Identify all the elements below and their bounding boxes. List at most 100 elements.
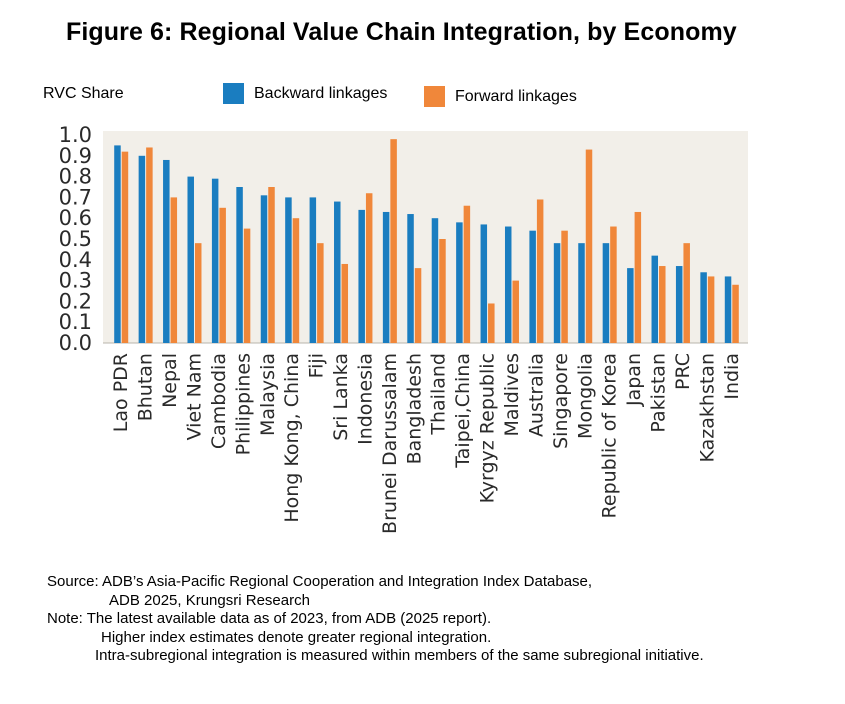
- bar-chart: 0.00.10.20.30.40.50.60.70.80.91.0 Lao PDR…: [59, 123, 748, 534]
- bar-backward-1: [138, 155, 146, 343]
- y-tick-label: 0.7: [59, 185, 92, 209]
- x-tick-label: Indonesia: [354, 353, 376, 445]
- x-tick-label: Singapore: [550, 353, 572, 449]
- legend-label-forward: Forward linkages: [455, 87, 577, 105]
- bar-forward-6: [268, 187, 275, 343]
- bar-backward-3: [187, 176, 194, 343]
- legend-swatch-forward: [424, 86, 445, 107]
- bar-backward-4: [211, 178, 219, 343]
- bar-forward-13: [439, 239, 446, 343]
- page-title: Figure 6: Regional Value Chain Integrati…: [66, 18, 737, 46]
- bar-backward-12: [407, 214, 414, 343]
- bar-backward-11: [382, 211, 390, 343]
- bar-forward-4: [219, 207, 226, 343]
- bar-backward-16: [504, 226, 512, 343]
- x-tick-label: Bangladesh: [403, 353, 425, 464]
- x-tick-label: Kyrgyz Republic: [477, 353, 499, 503]
- bar-forward-14: [463, 205, 471, 343]
- bar-forward-15: [488, 303, 495, 343]
- bar-backward-7: [285, 197, 292, 343]
- legend-label-backward: Backward linkages: [254, 84, 388, 102]
- x-tick-label: Philippines: [232, 353, 254, 455]
- bar-forward-7: [292, 218, 300, 343]
- legend-swatch-backward: [223, 83, 244, 104]
- bar-forward-16: [512, 280, 519, 343]
- y-tick-label: 0.8: [59, 165, 92, 189]
- bar-backward-18: [553, 243, 561, 343]
- note-line-2: Higher index estimates denote greater re…: [101, 628, 492, 646]
- bar-backward-22: [651, 255, 659, 343]
- bar-forward-21: [634, 211, 642, 343]
- note-line-3: Intra-subregional integration is measure…: [95, 647, 704, 664]
- x-tick-label: Hong Kong, China: [281, 353, 303, 523]
- note-line-1: Note: The latest available data as of 20…: [47, 610, 492, 627]
- bar-forward-8: [317, 243, 324, 343]
- y-axis-label: RVC Share: [43, 85, 124, 102]
- bar-backward-6: [260, 195, 268, 343]
- x-tick-label: Kazakhstan: [696, 353, 718, 462]
- x-tick-label: Brunei Darussalam: [379, 353, 401, 534]
- x-tick-label: Australia: [525, 353, 547, 437]
- bar-backward-14: [456, 222, 463, 343]
- x-tick-label: Cambodia: [208, 353, 230, 449]
- bar-backward-24: [700, 272, 707, 343]
- bar-forward-3: [194, 243, 202, 343]
- x-tick-label: Maldives: [501, 353, 523, 437]
- x-tick-label: Malaysia: [257, 353, 279, 436]
- x-tick-label: Thailand: [428, 353, 450, 436]
- bar-backward-9: [334, 201, 341, 343]
- bar-forward-11: [390, 139, 397, 343]
- source-line-1: Source: ADB’s Asia-Pacific Regional Coop…: [47, 573, 593, 590]
- bar-backward-20: [602, 243, 610, 343]
- source-notes: Source: ADB’s Asia-Pacific Regional Coop…: [47, 573, 704, 666]
- x-tick-label: India: [721, 353, 743, 400]
- bar-backward-0: [114, 145, 121, 343]
- bar-forward-17: [536, 199, 544, 343]
- x-tick-label: Nepal: [159, 353, 181, 408]
- bar-forward-10: [365, 193, 373, 343]
- bar-forward-24: [707, 276, 715, 343]
- bar-forward-5: [243, 228, 251, 343]
- x-tick-label: Taipei,China: [452, 353, 474, 469]
- bar-forward-1: [146, 147, 153, 343]
- x-tick-label: Viet Nam: [183, 353, 205, 440]
- y-tick-label: 0.9: [59, 144, 92, 168]
- y-tick-label: 1.0: [59, 123, 92, 147]
- bar-backward-13: [431, 218, 439, 343]
- x-tick-label: Pakistan: [648, 353, 670, 433]
- bar-forward-0: [121, 151, 129, 343]
- bar-backward-2: [163, 159, 170, 343]
- y-tick-label: 0.2: [59, 289, 92, 313]
- bar-forward-2: [170, 197, 178, 343]
- x-tick-label: Bhutan: [135, 353, 157, 421]
- source-line-2: ADB 2025, Krungsri Research: [109, 591, 310, 609]
- x-tick-label: Mongolia: [574, 353, 596, 439]
- bar-forward-12: [414, 268, 422, 343]
- y-tick-label: 0.3: [59, 269, 92, 293]
- bar-backward-25: [724, 276, 732, 343]
- bar-forward-23: [683, 243, 690, 343]
- bar-forward-25: [732, 284, 739, 343]
- y-tick-label: 0.6: [59, 206, 92, 230]
- bar-backward-23: [675, 266, 683, 343]
- bar-backward-15: [480, 224, 488, 343]
- bar-forward-9: [341, 263, 349, 343]
- legend-backward: Backward linkages: [223, 83, 387, 104]
- bar-backward-19: [578, 243, 585, 343]
- y-tick-label: 0.5: [59, 227, 92, 251]
- x-tick-label: Republic of Korea: [599, 353, 621, 518]
- legend-forward: Forward linkages: [424, 86, 577, 107]
- x-tick-label: Lao PDR: [110, 353, 132, 432]
- x-tick-label: Japan: [623, 353, 645, 407]
- bar-forward-22: [659, 266, 666, 343]
- bar-backward-21: [627, 268, 634, 343]
- bar-backward-8: [309, 197, 317, 343]
- x-tick-label: PRC: [672, 353, 694, 390]
- y-tick-label: 0.0: [59, 331, 92, 355]
- bar-backward-17: [529, 230, 536, 343]
- bar-forward-19: [585, 149, 593, 343]
- y-tick-label: 0.4: [59, 248, 92, 272]
- x-tick-label: Sri Lanka: [330, 353, 352, 441]
- x-tick-label: Fiji: [306, 353, 328, 378]
- y-tick-label: 0.1: [59, 310, 92, 334]
